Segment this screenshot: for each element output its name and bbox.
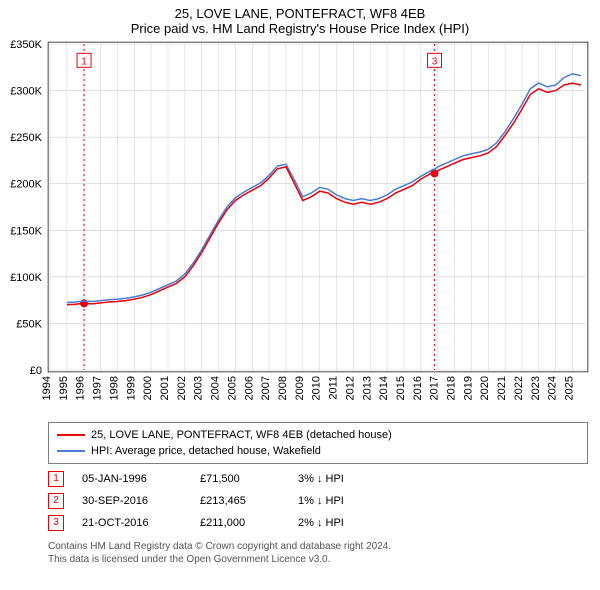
svg-text:1997: 1997 [92,376,104,400]
chart-title: 25, LOVE LANE, PONTEFRACT, WF8 4EB [0,0,600,21]
svg-text:2005: 2005 [226,376,238,400]
svg-text:2020: 2020 [479,376,491,400]
svg-text:£0: £0 [30,365,42,377]
svg-text:2014: 2014 [378,376,390,400]
svg-text:£350K: £350K [10,39,42,51]
legend-item: 25, LOVE LANE, PONTEFRACT, WF8 4EB (deta… [57,427,579,443]
event-date: 21-OCT-2016 [82,512,182,534]
legend-swatch [57,434,85,436]
event-diff: 2% ↓ HPI [298,512,378,534]
svg-text:1998: 1998 [108,376,120,400]
svg-text:2022: 2022 [513,376,525,400]
svg-text:2004: 2004 [210,376,222,400]
svg-text:2018: 2018 [446,376,458,400]
svg-text:2006: 2006 [243,376,255,400]
chart-subtitle: Price paid vs. HM Land Registry's House … [0,21,600,42]
svg-text:£300K: £300K [10,86,42,98]
svg-text:£50K: £50K [16,318,42,330]
svg-text:2003: 2003 [193,376,205,400]
line-chart-svg: £0£50K£100K£150K£200K£250K£300K£350K1994… [48,42,588,414]
svg-text:2007: 2007 [260,376,272,400]
footer-line2: This data is licensed under the Open Gov… [48,553,588,566]
svg-text:1995: 1995 [58,376,70,400]
event-date: 30-SEP-2016 [82,490,182,512]
event-marker-box: 3 [48,515,64,531]
footer-line1: Contains HM Land Registry data © Crown c… [48,540,588,553]
svg-text:2008: 2008 [277,376,289,400]
svg-text:£150K: £150K [10,225,42,237]
svg-text:2024: 2024 [547,376,559,400]
event-diff: 3% ↓ HPI [298,468,378,490]
event-date: 05-JAN-1996 [82,468,182,490]
legend-label: HPI: Average price, detached house, Wake… [91,443,321,459]
svg-text:2012: 2012 [344,376,356,400]
svg-text:1994: 1994 [41,376,53,400]
event-row: 3 21-OCT-2016 £211,000 2% ↓ HPI [48,512,588,534]
svg-text:1996: 1996 [75,376,87,400]
svg-text:£100K: £100K [10,272,42,284]
svg-text:2015: 2015 [395,376,407,400]
svg-text:2025: 2025 [564,376,576,400]
event-row: 2 30-SEP-2016 £213,465 1% ↓ HPI [48,490,588,512]
svg-text:1999: 1999 [125,376,137,400]
event-diff: 1% ↓ HPI [298,490,378,512]
event-price: £211,000 [200,512,280,534]
svg-text:3: 3 [432,56,438,67]
svg-text:2021: 2021 [496,376,508,400]
svg-text:2000: 2000 [142,376,154,400]
svg-text:2017: 2017 [429,376,441,400]
svg-text:2010: 2010 [311,376,323,400]
svg-text:2001: 2001 [159,376,171,400]
svg-text:2009: 2009 [294,376,306,400]
event-row: 1 05-JAN-1996 £71,500 3% ↓ HPI [48,468,588,490]
svg-text:2023: 2023 [530,376,542,400]
events-table: 1 05-JAN-1996 £71,500 3% ↓ HPI 2 30-SEP-2016 £… [48,468,588,534]
svg-text:£250K: £250K [10,132,42,144]
svg-text:2016: 2016 [412,376,424,400]
event-price: £213,465 [200,490,280,512]
chart-area: £0£50K£100K£150K£200K£250K£300K£350K1994… [48,42,588,414]
svg-text:£200K: £200K [10,179,42,191]
legend-swatch [57,450,85,452]
legend-label: 25, LOVE LANE, PONTEFRACT, WF8 4EB (deta… [91,427,392,443]
svg-text:2002: 2002 [176,376,188,400]
svg-text:2011: 2011 [328,376,340,400]
event-marker-box: 1 [48,471,64,487]
svg-text:2013: 2013 [361,376,373,400]
event-marker-box: 2 [48,493,64,509]
chart-container: { "title": "25, LOVE LANE, PONTEFRACT, W… [0,0,600,590]
attribution-footer: Contains HM Land Registry data © Crown c… [48,540,588,566]
svg-text:2019: 2019 [462,376,474,400]
event-price: £71,500 [200,468,280,490]
svg-text:1: 1 [81,56,87,67]
legend: 25, LOVE LANE, PONTEFRACT, WF8 4EB (deta… [48,422,588,464]
legend-item: HPI: Average price, detached house, Wake… [57,443,579,459]
